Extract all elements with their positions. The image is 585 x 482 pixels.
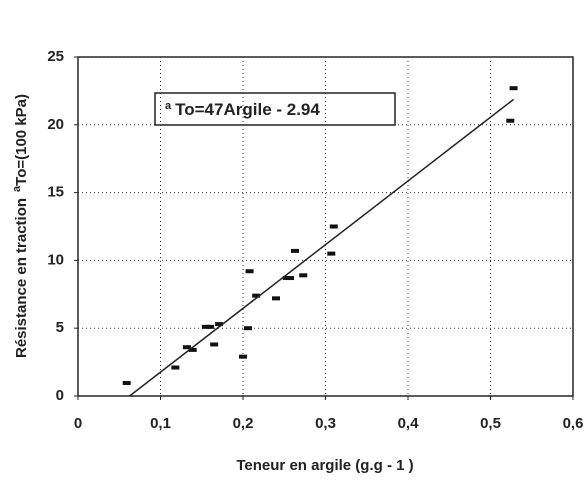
y-tick-label: 5 [56,319,64,336]
y-tick-label: 20 [47,116,64,133]
x-tick-label: 0,2 [233,415,254,432]
point [201,324,210,329]
y-tick-label: 15 [47,184,64,201]
y-tick-label: 10 [47,251,64,268]
y-label-rest: To=(100 kPa) [13,94,30,186]
point [171,365,180,370]
y-label-sup: a [11,185,23,192]
x-tick-label: 0,6 [563,415,584,432]
annotation-box [154,92,396,126]
y-tick-label: 25 [47,48,64,65]
point [329,224,338,229]
point [188,347,197,352]
x-axis-label: Teneur en argile (g.g - 1 ) [236,457,413,474]
point [245,269,254,274]
x-tick-label: 0,1 [150,415,171,432]
point [286,276,295,281]
annotation: a To=47Argile - 2.94 [165,100,320,120]
point [272,296,280,301]
x-tick-label: 0,5 [480,415,501,432]
annotation-text: To=47Argile - 2.94 [175,100,320,119]
annotation-sup: a [165,100,172,112]
point [243,326,252,331]
point [239,354,247,359]
point [509,86,518,91]
regression-line [129,98,515,397]
point [122,380,131,385]
point [290,248,299,253]
point [182,345,191,350]
x-tick-label: 0,4 [398,415,420,432]
point [252,293,261,298]
x-tick-label: 0,3 [315,415,336,432]
point [327,251,336,256]
y-label-main: Résistance en traction [13,198,30,358]
point [299,273,308,278]
y-tick-label: 0 [56,387,64,404]
point [215,322,224,327]
x-tick-label: 0 [74,415,82,432]
point [210,342,219,347]
point [206,324,214,329]
y-axis-label: Résistance en traction aTo=(100 kPa) [11,94,30,358]
point [506,118,515,123]
